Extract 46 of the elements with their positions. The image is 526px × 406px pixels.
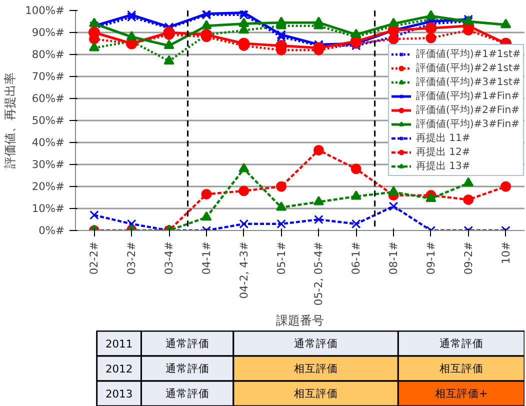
text: 通常評価 (294, 337, 338, 350)
legend-label: 評価値(平均)#1#Fin# (416, 90, 520, 103)
x-tick-label: 06-1# (350, 241, 363, 275)
text: 相互評価 (294, 387, 338, 400)
x-tick-label: 05-2, 05-4# (312, 241, 326, 306)
y-tick-label: 20%# (32, 180, 65, 193)
text: 相互評価 (439, 362, 484, 375)
x-tick-label: 10# (499, 241, 512, 264)
legend-label: 評価値(平均)#3#1st# (416, 76, 521, 89)
x-tick-label: 09-2# (462, 241, 475, 275)
y-tick-label: 0%# (38, 224, 65, 237)
text: 2012 (105, 362, 133, 376)
y-tick-label: 30%# (32, 158, 65, 171)
x-tick-label: 09-1# (424, 241, 438, 275)
x-tick-label: 03-2# (125, 241, 138, 275)
x-tick-label: 04-1# (200, 241, 213, 275)
legend-label: 評価値(平均)#3#Fin# (416, 118, 520, 131)
text: 相互評価 (294, 362, 338, 375)
x-axis-title: 課題番号 (276, 314, 324, 328)
text: 2011 (105, 338, 133, 350)
y-axis-title: 評価値、再提出率 (3, 72, 18, 168)
x-tick-label: 05-1# (274, 241, 288, 275)
legend-label: 再提出 13# (416, 160, 470, 173)
x-tick-label: 08-1# (387, 241, 400, 275)
y-tick-label: 40%# (32, 136, 65, 149)
text: 通常評価 (165, 337, 210, 350)
text: 相互評価+ (434, 387, 488, 400)
text: 通常評価 (165, 362, 210, 375)
y-tick-label: 80%# (32, 48, 65, 61)
x-tick-label: 02-2# (88, 241, 101, 275)
x-tick-label: 03-4# (162, 241, 176, 275)
y-tick-label: 50%# (32, 114, 65, 127)
legend-label: 再提出 12# (416, 146, 470, 159)
x-tick-label: 04-2, 4-3# (237, 241, 250, 299)
text: 通常評価 (165, 387, 210, 400)
y-tick-label: 100%# (25, 4, 65, 17)
legend-label: 再提出 11# (416, 132, 470, 145)
legend-label: 評価値(平均)#2#1st# (416, 62, 521, 75)
legend-label: 評価値(平均)#1#1st# (416, 48, 521, 61)
y-tick-label: 60%# (32, 92, 65, 105)
text: 通常評価 (439, 337, 484, 350)
legend-label: 評価値(平均)#2#Fin# (416, 104, 520, 117)
y-tick-label: 70%# (32, 70, 65, 83)
y-tick-label: 10%# (32, 202, 65, 215)
y-tick-label: 90%# (32, 26, 65, 39)
text: 2013 (105, 388, 133, 400)
